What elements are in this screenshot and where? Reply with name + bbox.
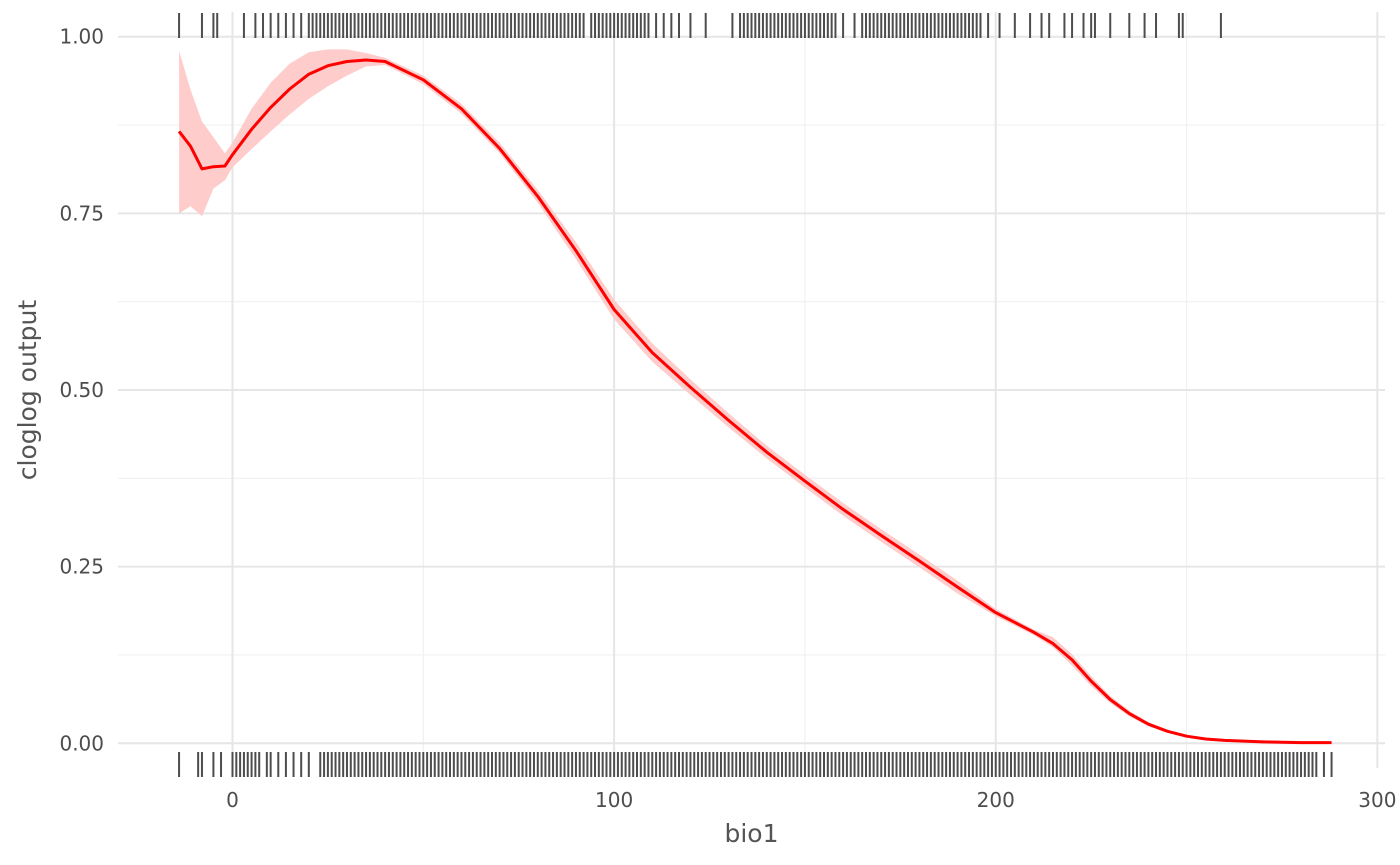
y-tick-label: 1.00	[59, 25, 104, 49]
x-tick-label: 100	[595, 788, 633, 812]
x-tick-label: 0	[226, 788, 239, 812]
response-curve-line	[177, 58, 1332, 745]
minor-gridlines	[118, 12, 1385, 768]
y-tick-label: 0.00	[59, 731, 104, 755]
y-tick-label: 0.75	[59, 201, 104, 225]
major-gridlines	[118, 12, 1385, 768]
rug-presence-top	[178, 13, 1222, 38]
y-tick-label: 0.25	[59, 555, 104, 579]
rug-background-bottom	[178, 752, 1333, 777]
x-tick-label: 200	[977, 788, 1015, 812]
y-axis-title: cloglog output	[13, 300, 42, 481]
y-axis-tick-labels: 0.00 0.25 0.50 0.75 1.00	[59, 25, 104, 756]
x-axis-title: bio1	[724, 819, 778, 848]
x-axis-tick-labels: 0 100 200 300	[226, 788, 1396, 812]
y-tick-label: 0.50	[59, 378, 104, 402]
confidence-ribbon	[179, 49, 1332, 743]
x-tick-label: 300	[1358, 788, 1396, 812]
